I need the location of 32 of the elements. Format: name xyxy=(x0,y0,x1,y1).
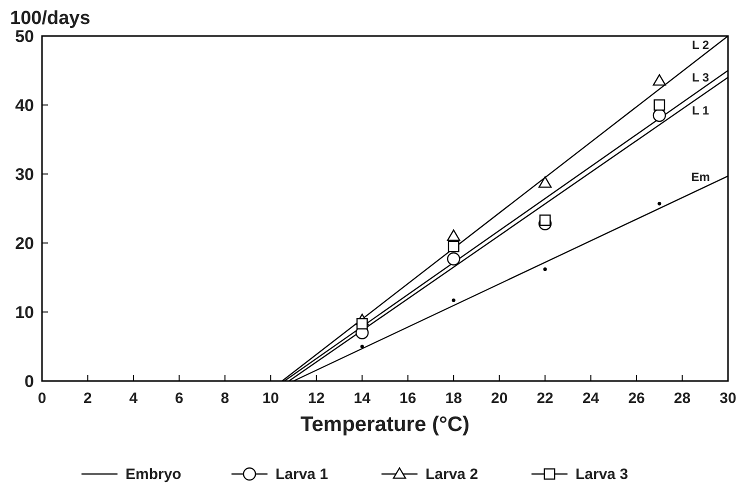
x-tick-label: 16 xyxy=(400,390,416,407)
x-tick-label: 12 xyxy=(308,390,325,407)
x-tick-label: 20 xyxy=(490,390,508,407)
y-tick-label: 40 xyxy=(15,96,34,115)
series-label: Em xyxy=(691,170,710,184)
x-tick-label: 30 xyxy=(720,390,736,407)
legend-label: Embryo xyxy=(126,466,182,483)
x-tick-label: 24 xyxy=(582,390,600,407)
y-tick-label: 20 xyxy=(15,234,34,253)
x-tick-label: 28 xyxy=(674,390,691,407)
x-tick-label: 4 xyxy=(129,390,138,407)
x-tick-label: 10 xyxy=(262,390,280,407)
y-tick-label: 0 xyxy=(24,372,34,391)
x-tick-label: 0 xyxy=(38,390,46,407)
series-label: L 2 xyxy=(692,38,710,52)
x-tick-label: 14 xyxy=(354,390,372,407)
series-label: L 3 xyxy=(692,70,710,85)
legend-label: Larva 1 xyxy=(276,466,328,483)
y-tick-label: 30 xyxy=(15,165,34,184)
x-tick-label: 22 xyxy=(536,390,554,407)
y-axis-title: 100/days xyxy=(10,8,90,29)
x-tick-label: 2 xyxy=(84,390,92,407)
x-tick-label: 6 xyxy=(175,390,184,407)
x-axis-title: Temperature (°C) xyxy=(300,413,470,436)
series-label: L 1 xyxy=(692,103,710,118)
x-tick-label: 26 xyxy=(628,390,645,407)
x-tick-label: 8 xyxy=(220,390,230,407)
y-tick-label: 10 xyxy=(15,303,34,322)
x-tick-label: 18 xyxy=(445,390,462,407)
legend-label: Larva 3 xyxy=(576,466,628,483)
y-tick-label: 50 xyxy=(15,27,34,46)
legend-label: Larva 2 xyxy=(426,466,478,483)
